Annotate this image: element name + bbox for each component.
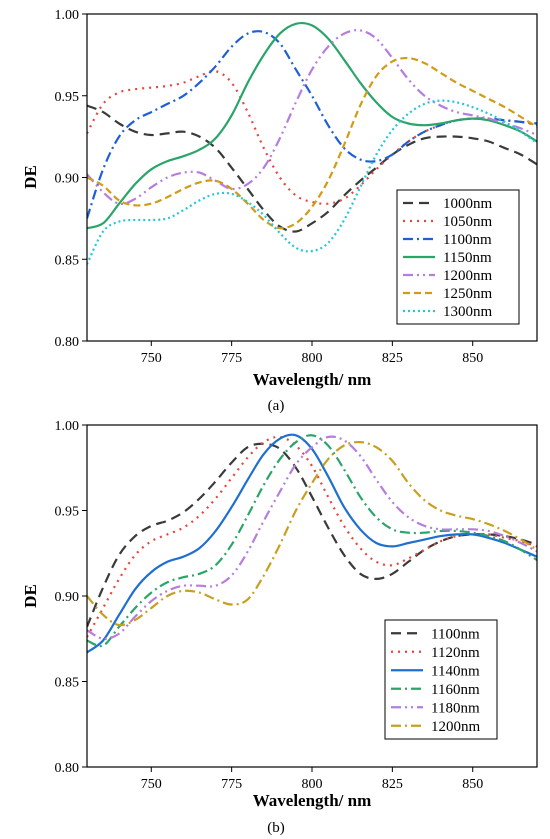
legend-label-1050nm-a: 1050nm <box>443 214 493 230</box>
y-tick-label-b: 0.95 <box>55 505 80 520</box>
series-line-1120nm-b <box>87 435 537 638</box>
y-tick-labels-b: 0.80 0.85 0.90 0.95 1.00 <box>55 419 80 776</box>
y-tick-label-a: 0.85 <box>55 253 80 268</box>
chart-panel-b: 0.800.850.900.951.00 750 775 800 825 850 DE … <box>21 419 538 836</box>
x-tick-label-b: 800 <box>302 777 323 792</box>
legend-a: 1000nm 1050nm 1100nm 1150nm 1200nm 1250nm 1300… <box>396 189 520 325</box>
legend-label-1000nm-a: 1000nm <box>443 196 493 212</box>
y-axis-title-a: DE <box>21 165 40 189</box>
series-line-1250nm-a <box>87 56 537 230</box>
legend-label-1160nm-b: 1160nm <box>431 682 480 698</box>
y-tick-label-b: 1.00 <box>55 419 80 434</box>
series-line-1000nm-a <box>87 104 537 233</box>
x-tick-labels-b: 750 775 800 825 850 <box>141 777 483 792</box>
y-tick-label-a: 0.95 <box>55 90 80 105</box>
x-tick-label-a: 750 <box>141 351 162 366</box>
y-tick-label-b: 0.90 <box>55 590 80 605</box>
y-tick-label-a: 1.00 <box>55 8 80 23</box>
legend-label-1150nm-a: 1150nm <box>443 250 492 266</box>
series-line-1140nm-b <box>87 433 537 654</box>
x-tick-label-b: 850 <box>462 777 483 792</box>
y-tick-label-a: 0.90 <box>55 172 80 187</box>
series-line-1200nm-a <box>87 29 537 206</box>
legend-label-1100nm-a: 1100nm <box>443 232 492 248</box>
panel-label-b: (b) <box>267 820 285 836</box>
legend-label-1180nm-b: 1180nm <box>431 700 480 716</box>
x-tick-label-a: 800 <box>302 351 323 366</box>
y-tick-label-b: 0.80 <box>55 761 80 776</box>
legend-label-1250nm-a: 1250nm <box>443 286 493 302</box>
series-line-1300nm-a <box>87 99 537 265</box>
legend-label-1100nm-b: 1100nm <box>431 626 480 642</box>
series-line-1180nm-b <box>87 435 537 640</box>
plot-area-b <box>82 424 538 772</box>
y-tick-label-b: 0.85 <box>55 676 80 691</box>
chart-panel-a: 0.800.850.900.951.00 750 775 800 825 850 DE … <box>21 8 538 414</box>
legend-label-1140nm-b: 1140nm <box>431 663 480 679</box>
x-tick-label-a: 825 <box>382 351 403 366</box>
x-tick-label-a: 775 <box>221 351 242 366</box>
legend-label-1300nm-a: 1300nm <box>443 304 493 320</box>
x-tick-label-b: 825 <box>382 777 403 792</box>
plot-area-a <box>82 13 538 346</box>
x-axis-title-a: Wavelength/ nm <box>253 370 372 389</box>
y-tick-label-a: 0.80 <box>55 335 80 350</box>
legend-label-1120nm-b: 1120nm <box>431 645 480 661</box>
series-line-1150nm-a <box>87 21 537 230</box>
legend-box-b <box>384 619 498 740</box>
x-tick-label-a: 850 <box>462 351 483 366</box>
series-line-1200nm-b <box>87 440 537 627</box>
series-line-1160nm-b <box>87 434 537 648</box>
x-tick-label-b: 775 <box>221 777 242 792</box>
y-tick-labels-a: 0.80 0.85 0.90 0.95 1.00 <box>55 8 80 350</box>
y-axis-title-b: DE <box>21 584 40 608</box>
legend-label-1200nm-a: 1200nm <box>443 268 493 284</box>
x-axis-title-b: Wavelength/ nm <box>253 791 372 810</box>
legend-b: 1100nm 1120nm 1140nm 1160nm 1180nm 1200nm <box>384 619 498 740</box>
panel-label-a: (a) <box>268 398 285 414</box>
x-tick-label-b: 750 <box>141 777 162 792</box>
x-tick-labels-a: 750 775 800 825 850 <box>141 351 483 366</box>
legend-label-1200nm-b: 1200nm <box>431 719 481 735</box>
